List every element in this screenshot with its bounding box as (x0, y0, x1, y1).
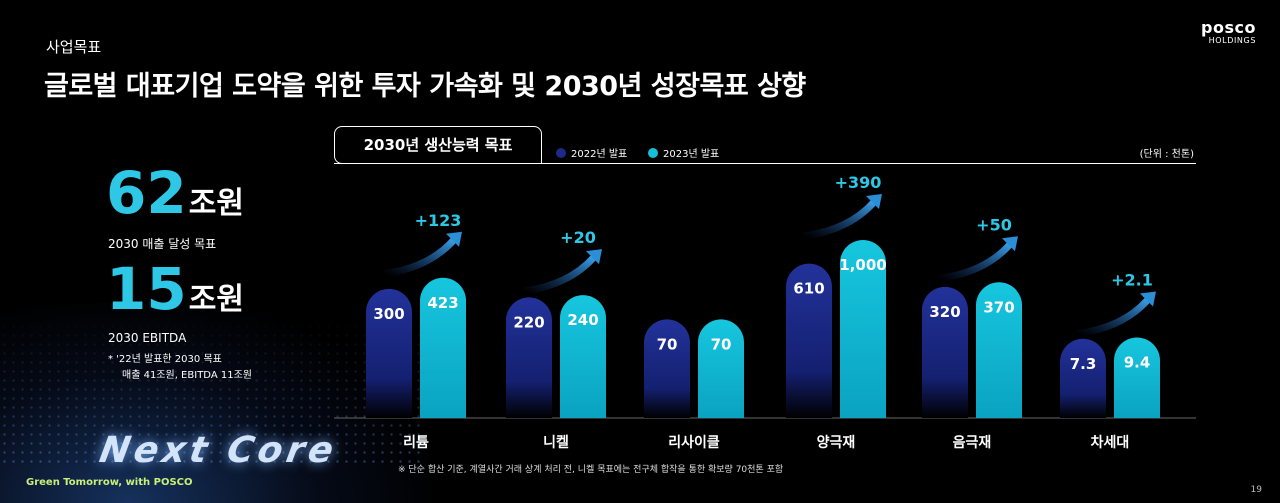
bar-label-2023-1: 240 (567, 311, 598, 329)
legend-dot-2022 (556, 147, 566, 158)
increase-label-1: +20 (560, 228, 596, 247)
increase-arrow-0 (380, 236, 458, 278)
chart-note: ※ 단순 합산 기준, 계열사간 거래 상계 처리 전, 니켈 목표에는 전구체… (398, 465, 784, 475)
increase-label-0: +123 (415, 211, 462, 230)
increase-arrow-1 (520, 253, 598, 295)
logo-sub-text: HOLDINGS (1208, 36, 1256, 45)
category-label-5: 차세대 (1091, 435, 1130, 451)
bar-label-2023-4: 370 (983, 298, 1014, 316)
legend-dot-2023 (648, 147, 658, 158)
increase-arrowhead-1 (586, 249, 602, 265)
bar-label-2023-5: 9.4 (1124, 354, 1151, 372)
bar-2023-1 (560, 295, 606, 418)
bar-2022-5 (1060, 338, 1106, 418)
kpi-footnote: * '22년 발표한 2030 목표 매출 41조원, EBITDA 11조원 (108, 352, 252, 384)
bar-2022-0 (366, 288, 412, 418)
increase-arrow-5 (1074, 296, 1152, 338)
legend-item-2023: 2023년 발표 (648, 145, 719, 160)
kpi-ebitda-unit: 조원 (188, 282, 244, 317)
bar-2022-2 (644, 319, 690, 418)
increase-label-3: +390 (835, 173, 882, 192)
kpi-ebitda-desc: 2030 EBITDA (108, 331, 187, 345)
category-label-0: 리튬 (403, 435, 429, 451)
bar-2022-3 (786, 263, 832, 418)
kpi-ebitda-value: 15조원 (106, 260, 244, 329)
footnote-line-2: 매출 41조원, EBITDA 11조원 (122, 370, 252, 381)
bar-2023-2 (698, 319, 744, 418)
legend-label-2022: 2022년 발표 (571, 149, 628, 160)
kpi-revenue-number: 62 (106, 159, 187, 227)
chart-header-line (334, 163, 1196, 164)
increase-arrowhead-5 (1140, 291, 1156, 307)
bar-2023-4 (976, 282, 1022, 418)
bar-2023-5 (1114, 337, 1160, 418)
section-label: 사업목표 (46, 38, 102, 56)
footnote-line-1: * '22년 발표한 2030 목표 (108, 354, 222, 365)
increase-arrowhead-3 (866, 194, 882, 209)
category-label-1: 니켈 (543, 435, 569, 451)
increase-arrow-3 (800, 198, 878, 240)
kpi-ebitda: 15조원 2030 EBITDA (106, 260, 244, 345)
bar-label-2022-2: 70 (657, 335, 678, 353)
legend-item-2022: 2022년 발표 (556, 145, 627, 160)
bar-label-2023-2: 70 (711, 335, 732, 353)
category-label-4: 음극재 (953, 435, 992, 451)
increase-arrowhead-0 (446, 231, 462, 247)
bar-label-2023-3: 1,000 (839, 256, 886, 274)
slogan: Green Tomorrow, with POSCO (26, 477, 193, 488)
bar-label-2022-3: 610 (793, 280, 824, 298)
kpi-revenue: 62조원 2030 매출 달성 목표 (106, 164, 244, 252)
increase-label-4: +50 (976, 215, 1012, 234)
increase-label-5: +2.1 (1111, 271, 1153, 290)
background-glow (0, 303, 430, 503)
kpi-ebitda-number: 15 (106, 255, 187, 323)
posco-logo: posco HOLDINGS (1201, 20, 1256, 46)
legend-label-2023: 2023년 발표 (663, 149, 720, 160)
kpi-revenue-value: 62조원 (106, 164, 244, 233)
bar-label-2022-1: 220 (513, 313, 544, 331)
increase-arrowhead-4 (1002, 236, 1018, 252)
bar-label-2022-4: 320 (929, 303, 960, 321)
bar-2023-3 (840, 240, 886, 418)
page-title: 글로벌 대표기업 도약을 위한 투자 가속화 및 2030년 성장목표 상향 (44, 71, 806, 102)
page-number: 19 (1250, 485, 1262, 495)
bar-2023-0 (420, 277, 466, 418)
bar-2022-4 (922, 286, 968, 418)
category-label-3: 양극재 (817, 435, 856, 451)
bar-label-2022-5: 7.3 (1070, 355, 1097, 373)
category-label-2: 리사이클 (668, 434, 720, 451)
increase-arrow-4 (936, 240, 1014, 282)
background-dots (0, 313, 420, 463)
bar-label-2022-0: 300 (373, 305, 404, 323)
bar-label-2023-0: 423 (427, 294, 458, 312)
chart-unit: (단위 : 천톤) (1139, 149, 1194, 160)
logo-main-text: posco (1201, 18, 1256, 37)
kpi-revenue-unit: 조원 (188, 186, 244, 221)
bar-2022-1 (506, 297, 552, 418)
kpi-revenue-desc: 2030 매출 달성 목표 (108, 237, 217, 251)
